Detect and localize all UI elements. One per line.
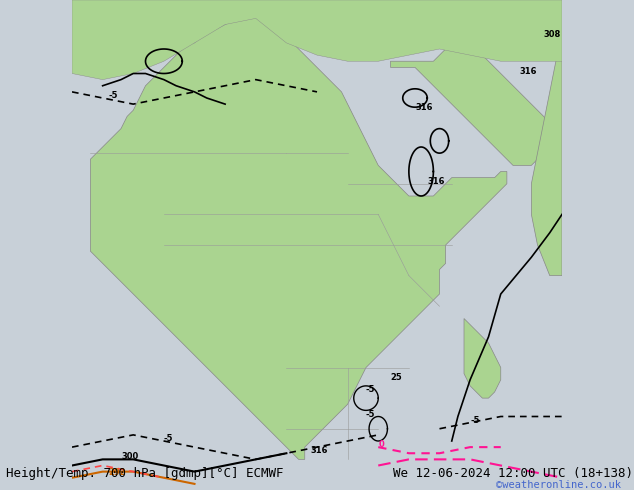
- Text: 0: 0: [378, 440, 384, 449]
- Text: -5: -5: [164, 434, 173, 443]
- Text: -5: -5: [470, 416, 480, 425]
- Text: -5: -5: [366, 410, 375, 418]
- Polygon shape: [72, 0, 562, 79]
- Polygon shape: [464, 318, 501, 398]
- Text: 308: 308: [543, 30, 561, 39]
- Text: 316: 316: [415, 103, 432, 112]
- Text: 316: 316: [519, 67, 536, 75]
- Text: ©weatheronline.co.uk: ©weatheronline.co.uk: [496, 480, 621, 490]
- Text: We 12-06-2024 12:00 UTC (18+138): We 12-06-2024 12:00 UTC (18+138): [393, 467, 633, 480]
- Polygon shape: [531, 0, 562, 275]
- Text: Height/Temp. 700 hPa [gdmp][°C] ECMWF: Height/Temp. 700 hPa [gdmp][°C] ECMWF: [6, 467, 284, 480]
- Text: 25: 25: [391, 373, 402, 382]
- Text: -5: -5: [109, 91, 119, 100]
- Polygon shape: [391, 43, 556, 165]
- Text: 316: 316: [311, 446, 328, 455]
- Text: 300: 300: [121, 452, 138, 462]
- Text: 316: 316: [427, 177, 444, 186]
- Text: -5: -5: [366, 385, 375, 394]
- Polygon shape: [91, 15, 507, 460]
- Text: 292: 292: [109, 467, 126, 477]
